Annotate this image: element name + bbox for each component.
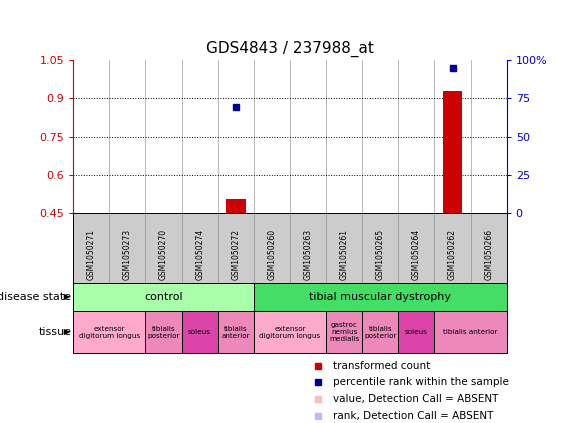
Text: soleus: soleus — [188, 329, 211, 335]
Text: tibialis
anterior: tibialis anterior — [221, 326, 250, 338]
Title: GDS4843 / 237988_at: GDS4843 / 237988_at — [206, 41, 374, 58]
Text: GSM1050271: GSM1050271 — [87, 228, 96, 280]
Text: percentile rank within the sample: percentile rank within the sample — [333, 377, 508, 387]
Bar — [218, 311, 254, 353]
Text: GSM1050260: GSM1050260 — [267, 228, 276, 280]
Bar — [435, 311, 507, 353]
Text: extensor
digitorum longus: extensor digitorum longus — [79, 326, 140, 338]
Text: tibialis
posterior: tibialis posterior — [364, 326, 396, 338]
Text: tissue: tissue — [38, 327, 72, 337]
Bar — [399, 311, 435, 353]
Bar — [226, 199, 245, 213]
Text: transformed count: transformed count — [333, 360, 430, 371]
Bar — [181, 311, 218, 353]
Bar — [145, 311, 181, 353]
Text: GSM1050261: GSM1050261 — [339, 228, 348, 280]
Text: GSM1050272: GSM1050272 — [231, 228, 240, 280]
Bar — [254, 283, 507, 311]
Text: tibialis anterior: tibialis anterior — [443, 329, 498, 335]
Text: gastroc
nemius
medialis: gastroc nemius medialis — [329, 322, 359, 342]
Text: GSM1050274: GSM1050274 — [195, 228, 204, 280]
Bar — [254, 311, 326, 353]
Text: GSM1050263: GSM1050263 — [303, 228, 312, 280]
Bar — [326, 311, 362, 353]
Text: tibialis
posterior: tibialis posterior — [148, 326, 180, 338]
Text: GSM1050262: GSM1050262 — [448, 228, 457, 280]
Text: value, Detection Call = ABSENT: value, Detection Call = ABSENT — [333, 394, 498, 404]
Text: extensor
digitorum longus: extensor digitorum longus — [260, 326, 320, 338]
Text: GSM1050270: GSM1050270 — [159, 228, 168, 280]
Text: GSM1050264: GSM1050264 — [412, 228, 421, 280]
Text: GSM1050265: GSM1050265 — [376, 228, 385, 280]
Text: control: control — [144, 292, 183, 302]
Text: GSM1050266: GSM1050266 — [484, 228, 493, 280]
Bar — [73, 283, 254, 311]
Bar — [73, 311, 145, 353]
Text: disease state: disease state — [0, 292, 72, 302]
Bar — [443, 91, 462, 213]
Text: tibial muscular dystrophy: tibial muscular dystrophy — [309, 292, 452, 302]
Bar — [362, 311, 399, 353]
Text: GSM1050273: GSM1050273 — [123, 228, 132, 280]
Text: rank, Detection Call = ABSENT: rank, Detection Call = ABSENT — [333, 411, 493, 421]
Text: soleus: soleus — [405, 329, 428, 335]
